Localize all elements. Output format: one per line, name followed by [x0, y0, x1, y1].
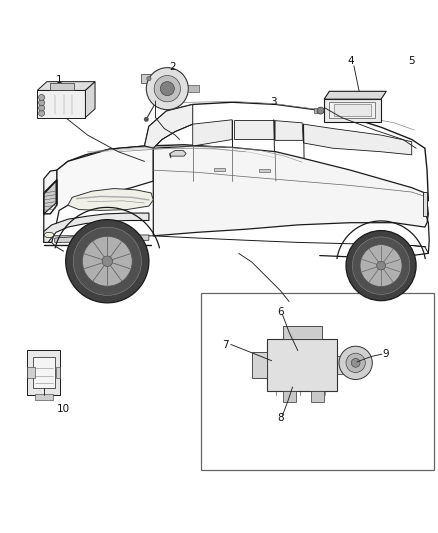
Polygon shape — [55, 235, 149, 243]
Polygon shape — [170, 150, 186, 156]
Bar — [329, 102, 375, 118]
Polygon shape — [33, 357, 55, 388]
Bar — [50, 83, 74, 91]
Bar — [314, 108, 321, 113]
Bar — [311, 391, 324, 402]
Polygon shape — [145, 104, 193, 148]
Circle shape — [346, 231, 416, 301]
Text: 3: 3 — [270, 97, 277, 107]
Circle shape — [154, 76, 180, 102]
Polygon shape — [234, 120, 274, 140]
Circle shape — [352, 237, 410, 294]
Bar — [252, 352, 267, 378]
Circle shape — [39, 105, 45, 111]
Text: 9: 9 — [382, 349, 389, 359]
Bar — [423, 192, 427, 216]
Circle shape — [346, 353, 365, 373]
Text: 7: 7 — [222, 341, 229, 350]
Polygon shape — [37, 91, 85, 118]
Circle shape — [66, 220, 149, 303]
Circle shape — [39, 100, 45, 106]
Bar — [141, 74, 157, 84]
Ellipse shape — [44, 232, 54, 238]
Text: 2: 2 — [170, 62, 177, 72]
Polygon shape — [44, 181, 56, 214]
Bar — [283, 391, 296, 402]
Polygon shape — [324, 91, 386, 99]
Polygon shape — [193, 120, 232, 146]
Polygon shape — [275, 120, 303, 140]
Polygon shape — [85, 82, 95, 118]
Circle shape — [39, 94, 45, 101]
Polygon shape — [27, 350, 60, 395]
Polygon shape — [44, 170, 57, 214]
Circle shape — [377, 261, 385, 270]
Circle shape — [82, 236, 132, 286]
Circle shape — [144, 117, 148, 122]
Text: 10: 10 — [57, 404, 70, 414]
Circle shape — [73, 227, 141, 295]
Circle shape — [146, 68, 188, 110]
Circle shape — [102, 256, 113, 266]
Bar — [267, 339, 337, 391]
Bar — [201, 293, 434, 470]
Polygon shape — [37, 82, 95, 91]
Bar — [188, 85, 199, 92]
Circle shape — [39, 110, 45, 116]
Text: 1: 1 — [56, 75, 63, 85]
Polygon shape — [324, 99, 381, 122]
Polygon shape — [153, 146, 428, 236]
Circle shape — [360, 245, 402, 287]
Circle shape — [160, 82, 174, 96]
Bar — [214, 167, 225, 171]
Text: 4: 4 — [347, 55, 354, 66]
Bar — [334, 103, 371, 116]
Circle shape — [339, 346, 372, 379]
Circle shape — [147, 76, 151, 81]
Circle shape — [351, 359, 360, 367]
Polygon shape — [44, 213, 149, 243]
Polygon shape — [44, 146, 153, 243]
Polygon shape — [68, 189, 153, 211]
Text: 5: 5 — [408, 55, 415, 66]
Bar — [56, 367, 60, 378]
Text: 8: 8 — [277, 413, 284, 423]
Bar — [35, 394, 53, 400]
Bar — [27, 367, 35, 378]
Polygon shape — [304, 124, 412, 155]
Bar — [283, 326, 322, 339]
Bar — [337, 356, 355, 374]
Text: 6: 6 — [277, 308, 284, 318]
Bar — [259, 169, 270, 172]
Circle shape — [317, 107, 324, 114]
